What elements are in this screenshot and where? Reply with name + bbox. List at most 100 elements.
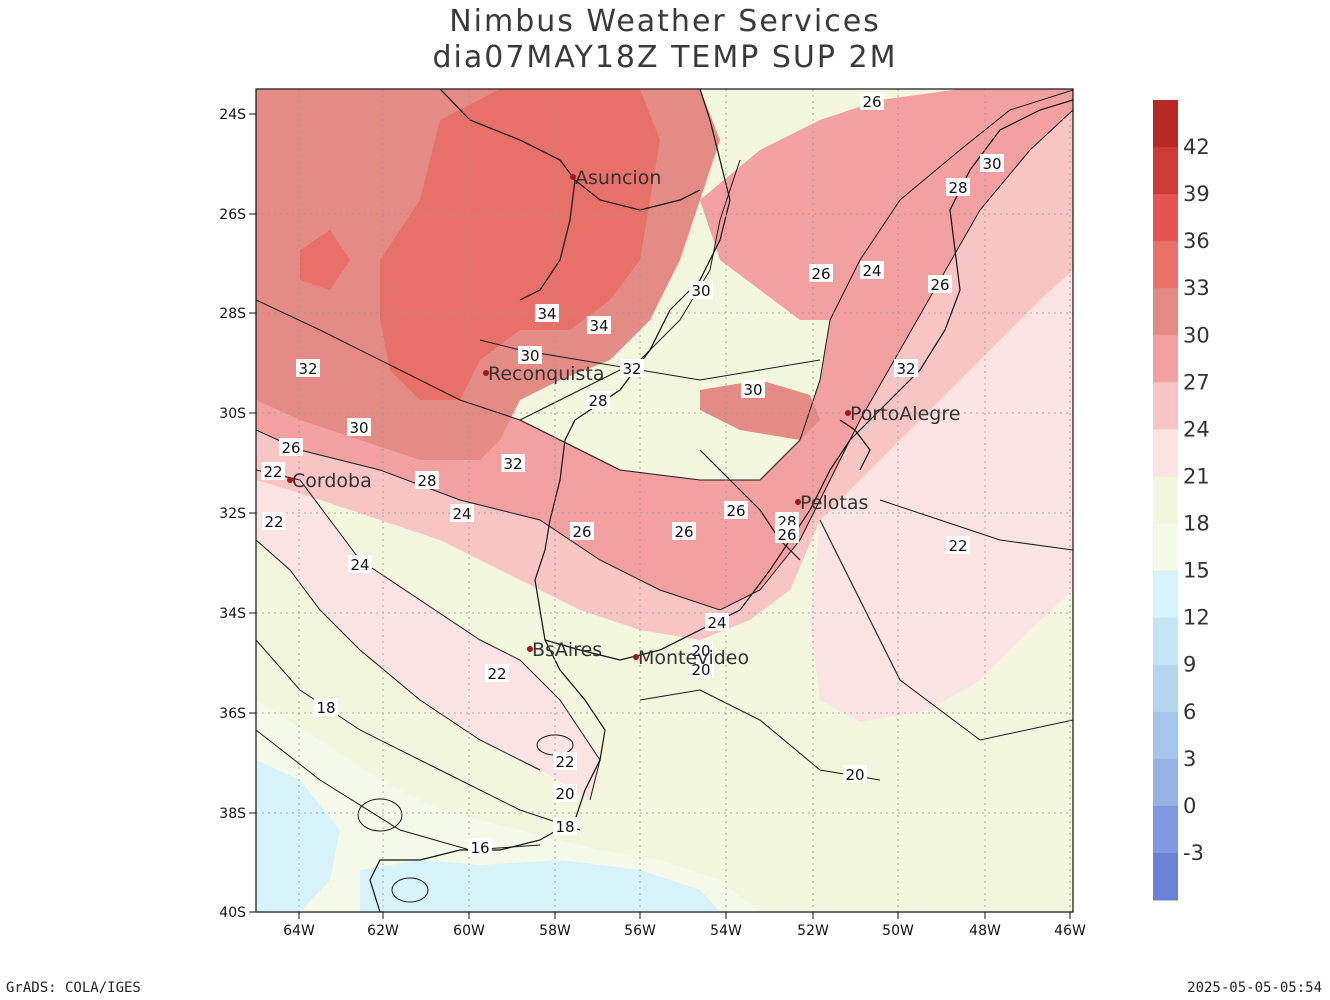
contour-20-east bbox=[819, 519, 1073, 741]
lon-tick-label: 56W bbox=[624, 923, 656, 939]
contour-30 bbox=[519, 159, 741, 421]
contour-label: 32 bbox=[501, 454, 525, 473]
contour-label: 18 bbox=[553, 817, 577, 836]
contour-label-bg bbox=[261, 462, 285, 480]
city-label: Montevideo bbox=[638, 647, 749, 669]
contour-label-bg bbox=[553, 817, 577, 835]
fill-30-33-east bbox=[700, 380, 820, 440]
contour-label-bg bbox=[705, 613, 729, 631]
contour-label-text: 24 bbox=[862, 262, 881, 280]
contour-22-east bbox=[879, 499, 1073, 551]
lon-tick-label: 46W bbox=[1054, 923, 1086, 939]
colorbar-swatch bbox=[1153, 335, 1178, 383]
lon-tick-label: 52W bbox=[797, 923, 829, 939]
city-dot bbox=[527, 646, 533, 652]
colorbar-swatch bbox=[1153, 476, 1178, 525]
contour-label-text: 22 bbox=[263, 463, 282, 481]
contour-label-text: 26 bbox=[281, 439, 300, 457]
contour-label-text: 26 bbox=[930, 276, 949, 294]
city-dot bbox=[287, 477, 293, 483]
lat-tick-label: 28S bbox=[219, 306, 246, 322]
colorbar-label: 12 bbox=[1183, 606, 1210, 630]
contour-22 bbox=[256, 469, 601, 801]
lon-tick-label: 60W bbox=[453, 923, 485, 939]
city-dot bbox=[483, 370, 489, 376]
lon-tick-label: 48W bbox=[969, 923, 1001, 939]
contour-label-bg bbox=[946, 536, 970, 554]
city-layer: Asuncion Reconquista PortoAlegre Cordoba Pel… bbox=[287, 167, 960, 669]
contour-label: 26 bbox=[672, 522, 696, 541]
contour-20 bbox=[256, 539, 541, 771]
contour-label-bg bbox=[894, 359, 918, 377]
city-marker: Reconquista bbox=[483, 363, 605, 385]
contour-label-bg bbox=[724, 501, 748, 519]
colorbar-swatch bbox=[1153, 617, 1178, 666]
contour-label-bg bbox=[450, 504, 474, 522]
footer-left: GrADS: COLA/IGES bbox=[6, 980, 141, 996]
lat-tick-label: 30S bbox=[219, 406, 246, 422]
contour-label-bg bbox=[570, 522, 594, 540]
brazil-uruguay-border bbox=[699, 449, 801, 561]
colorbar-label: 39 bbox=[1183, 182, 1210, 206]
contour-label-bg bbox=[809, 264, 833, 282]
lat-tick-label: 26S bbox=[219, 207, 246, 223]
contour-label-text: 28 bbox=[948, 179, 967, 197]
contour-label-bg bbox=[843, 765, 867, 783]
contour-label-bg bbox=[262, 512, 286, 530]
city-marker: Montevideo bbox=[633, 647, 749, 669]
contour-26 bbox=[256, 89, 1073, 481]
contour-label: 34 bbox=[587, 316, 611, 335]
contour-label-text: 24 bbox=[452, 505, 471, 523]
contour-label: 26 bbox=[279, 438, 303, 457]
fill-12-15 bbox=[256, 760, 340, 912]
contour-label-text: 32 bbox=[298, 360, 317, 378]
colorbar-label: 3 bbox=[1183, 747, 1196, 771]
contour-label-bg bbox=[689, 281, 713, 299]
contour-14-closed bbox=[391, 877, 429, 903]
contour-label: 26 bbox=[860, 92, 884, 111]
colorbar-swatch bbox=[1153, 194, 1178, 242]
contour-label-text: 26 bbox=[777, 526, 796, 544]
contour-label-bg bbox=[587, 316, 611, 334]
colorbar-swatch bbox=[1153, 429, 1178, 477]
colorbar-label: 9 bbox=[1183, 653, 1196, 677]
contour-label: 30 bbox=[980, 154, 1004, 173]
contour-label-text: 32 bbox=[622, 360, 641, 378]
contour-label-bg bbox=[928, 275, 952, 293]
city-label: BsAires bbox=[532, 639, 602, 661]
contour-label-text: 24 bbox=[350, 556, 369, 574]
colorbar-swatch bbox=[1153, 805, 1178, 854]
contour-label-text: 22 bbox=[264, 513, 283, 531]
contour-label-bg bbox=[860, 261, 884, 279]
chart-title: Nimbus Weather Services bbox=[449, 4, 881, 39]
contour-label-bg bbox=[946, 178, 970, 196]
contour-label: 22 bbox=[946, 536, 970, 555]
contour-label-text: 16 bbox=[470, 839, 489, 857]
contour-label: 32 bbox=[894, 359, 918, 378]
fill-27-30-north bbox=[700, 89, 1073, 320]
contour-label: 26 bbox=[724, 501, 748, 520]
colorbar-swatch bbox=[1153, 711, 1178, 760]
colorbar-label: 21 bbox=[1183, 464, 1210, 488]
contour-label: 22 bbox=[553, 752, 577, 771]
contour-label: 20 bbox=[843, 765, 867, 784]
contour-label-bg bbox=[672, 522, 696, 540]
contour-label-text: 26 bbox=[862, 93, 881, 111]
latitude-axis: 24S 26S 28S 30S 32S 34S 36S 38S 40S bbox=[219, 107, 256, 921]
contour-label: 24 bbox=[348, 555, 372, 574]
city-label: Asuncion bbox=[575, 167, 661, 189]
chart-subtitle: dia07MAY18Z TEMP SUP 2M bbox=[432, 40, 898, 75]
colorbar-swatch bbox=[1153, 523, 1178, 572]
lon-tick-label: 50W bbox=[882, 923, 914, 939]
contour-label-bg bbox=[501, 454, 525, 472]
contour-label: 30 bbox=[518, 346, 542, 365]
contour-label-text: 26 bbox=[572, 523, 591, 541]
contour-label: 16 bbox=[468, 838, 492, 857]
city-dot bbox=[795, 499, 801, 505]
contour-label: 26 bbox=[570, 522, 594, 541]
colorbar-label: 15 bbox=[1183, 559, 1210, 583]
contour-label: 24 bbox=[705, 613, 729, 632]
colorbar-label: 24 bbox=[1183, 417, 1210, 441]
city-label: PortoAlegre bbox=[850, 403, 960, 425]
